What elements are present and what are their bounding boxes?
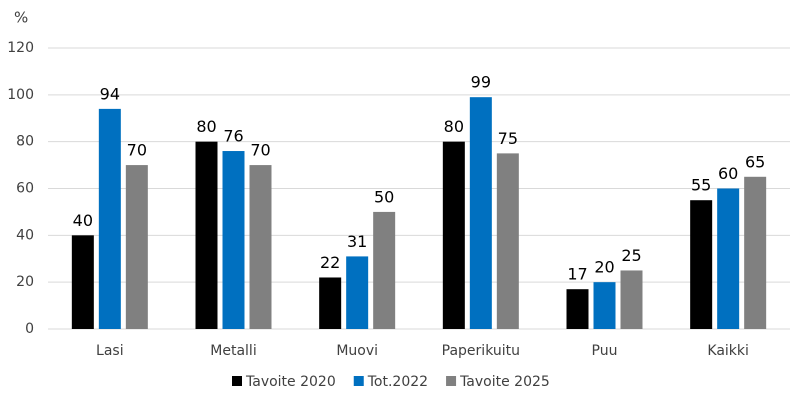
x-tick-label: Puu	[592, 343, 618, 359]
x-tick-label: Lasi	[96, 343, 124, 359]
data-label: 50	[374, 187, 394, 206]
data-label: 55	[691, 176, 711, 195]
bar	[620, 270, 643, 329]
y-axis-label: %	[14, 9, 28, 27]
bar	[195, 141, 218, 329]
bar	[346, 256, 369, 329]
bar	[566, 289, 589, 329]
bar	[442, 141, 465, 329]
y-tick-label: 20	[16, 274, 34, 290]
bar	[690, 200, 713, 329]
y-tick-label: 0	[25, 321, 34, 337]
legend-label: Tot.2022	[367, 374, 428, 390]
data-label: 76	[223, 127, 243, 146]
data-label: 80	[444, 117, 464, 136]
data-label: 80	[196, 117, 216, 136]
bar	[249, 165, 272, 329]
bar	[593, 282, 616, 329]
bar	[319, 277, 342, 329]
bar	[373, 211, 396, 329]
y-tick-label: 60	[16, 181, 34, 197]
bar	[125, 165, 148, 329]
legend-label: Tavoite 2020	[245, 374, 336, 390]
bar	[98, 108, 121, 329]
data-label: 25	[621, 246, 641, 265]
bar	[222, 151, 245, 329]
bar	[469, 97, 492, 329]
data-label: 94	[100, 84, 120, 103]
data-label: 31	[347, 232, 367, 251]
x-tick-label: Paperikuitu	[442, 343, 520, 359]
y-tick-label: 40	[16, 227, 34, 243]
y-tick-label: 120	[7, 40, 34, 56]
bar	[496, 153, 519, 329]
x-tick-label: Metalli	[210, 343, 256, 359]
data-label: 99	[471, 73, 491, 92]
bar	[717, 188, 740, 329]
y-tick-label: 80	[16, 134, 34, 150]
data-label: 20	[594, 258, 614, 277]
data-label: 70	[127, 141, 147, 160]
bar	[744, 176, 767, 329]
x-tick-label: Kaikki	[707, 343, 749, 359]
data-label: 17	[567, 265, 587, 284]
data-label: 60	[718, 164, 738, 183]
legend-swatch	[446, 376, 457, 386]
data-label: 70	[250, 141, 270, 160]
data-label: 22	[320, 253, 340, 272]
legend-label: Tavoite 2025	[459, 374, 550, 390]
data-label: 75	[498, 129, 518, 148]
data-label: 65	[745, 152, 765, 171]
x-tick-label: Muovi	[336, 343, 378, 359]
data-label: 40	[73, 211, 93, 230]
legend-swatch	[232, 376, 242, 386]
legend-swatch	[353, 376, 364, 386]
y-tick-label: 100	[7, 87, 34, 103]
bar	[71, 235, 94, 329]
